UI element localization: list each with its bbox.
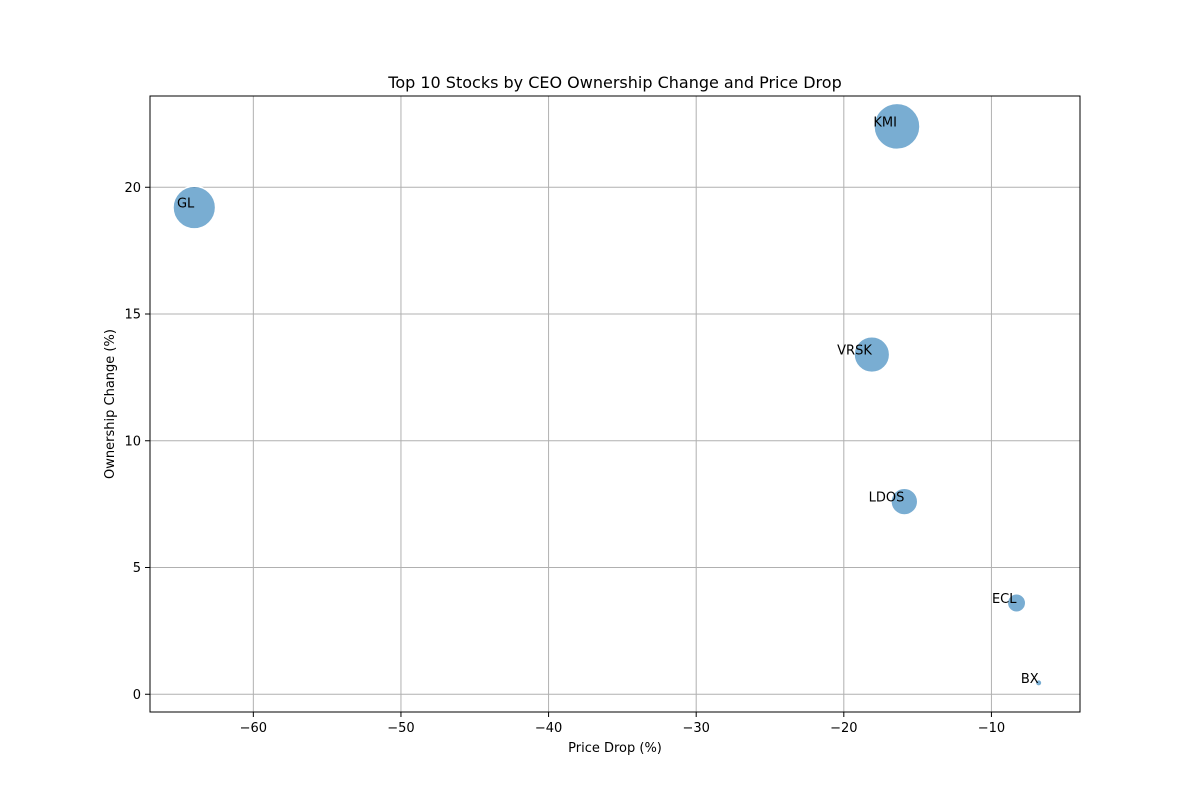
y-tick-label: 5: [133, 561, 141, 576]
bubble-ldos: [890, 487, 919, 516]
point-label-gl: GL: [177, 197, 195, 212]
y-axis-ticks: 0 5 10 15 20: [124, 181, 150, 703]
x-tick-label: −60: [240, 721, 267, 736]
bubble-ecl: [1006, 593, 1027, 613]
x-tick-label: −10: [978, 721, 1005, 736]
point-label-kmi: KMI: [873, 115, 897, 130]
y-tick-label: 0: [133, 688, 141, 703]
point-label-bx: BX: [1021, 672, 1039, 687]
point-label-ecl: ECL: [992, 592, 1017, 607]
bubble-gl: [172, 185, 217, 230]
y-axis-title: Ownership Change (%): [103, 329, 118, 479]
gridlines: [150, 96, 1080, 712]
bubble-vrsk: [853, 336, 891, 374]
point-label-vrsk: VRSK: [837, 344, 872, 359]
point-labels: KMI GL VRSK LDOS ECL BX: [177, 115, 1039, 686]
y-tick-label: 15: [124, 308, 141, 323]
chart-title: Top 10 Stocks by CEO Ownership Change an…: [387, 73, 841, 92]
y-tick-label: 10: [124, 434, 141, 449]
x-tick-label: −30: [682, 721, 709, 736]
x-tick-label: −20: [830, 721, 857, 736]
plot-frame: [149, 95, 1081, 713]
x-tick-label: −40: [535, 721, 562, 736]
x-tick-label: −50: [387, 721, 414, 736]
x-axis-ticks: −60 −50 −40 −30 −20 −10: [240, 712, 1005, 736]
point-label-ldos: LDOS: [869, 491, 905, 506]
bubble-kmi: [873, 102, 921, 151]
y-tick-label: 20: [124, 181, 141, 196]
x-axis-title: Price Drop (%): [568, 741, 662, 756]
bubbles: [172, 102, 1043, 687]
bubble-bx: [1034, 678, 1043, 687]
